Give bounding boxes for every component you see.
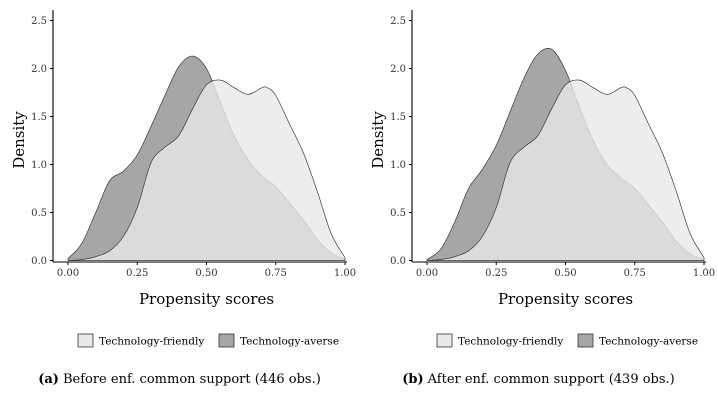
legend-a: Technology-friendly Technology-averse: [77, 333, 339, 348]
caption-tag-a: (a): [38, 372, 59, 387]
y-tick-label-b: 2.5: [390, 16, 406, 27]
x-axis-title-b: Propensity scores: [498, 290, 633, 308]
x-tick-label-b: 0.00: [416, 268, 438, 279]
y-tick-label-a: 2.5: [31, 16, 47, 27]
x-tick-label-a: 0.00: [57, 268, 79, 279]
caption-text-b: After enf. common support (439 obs.): [427, 372, 675, 387]
x-tick-label-a: 0.50: [195, 268, 217, 279]
chart-panel-b: 0.0 0.5 1.0 1.5 2.0 2.5 0.00 0.25 0.50 0.75 1.00 Pr…: [359, 0, 718, 394]
density-area-technology-friendly-a: [67, 79, 346, 261]
legend-swatch-technology-averse-a: [218, 333, 235, 348]
x-tick-label-b: 0.50: [554, 268, 576, 279]
legend-label-technology-averse-b: Technology-averse: [599, 336, 698, 348]
y-tick-label-a: 2.0: [31, 64, 47, 75]
caption-tag-b: (b): [402, 372, 424, 387]
density-area-technology-friendly-b: [426, 79, 705, 261]
y-tick-label-a: 1.5: [31, 112, 47, 123]
legend-b: Technology-friendly Technology-averse: [436, 333, 698, 348]
y-tick-label-b: 0.5: [390, 208, 406, 219]
legend-swatch-technology-friendly-a: [77, 333, 94, 348]
y-axis-title-b: Density: [369, 111, 387, 169]
x-tick-label-b: 0.25: [485, 268, 507, 279]
y-tick-label-a: 0.5: [31, 208, 47, 219]
x-tick-label-a: 0.75: [265, 268, 287, 279]
caption-a: (a) Before enf. common support (446 obs.): [0, 372, 359, 387]
legend-swatch-technology-averse-b: [577, 333, 594, 348]
x-axis-title-a: Propensity scores: [139, 290, 274, 308]
y-tick-label-b: 1.5: [390, 112, 406, 123]
legend-swatch-technology-friendly-b: [436, 333, 453, 348]
legend-label-technology-averse-a: Technology-averse: [240, 336, 339, 348]
density-chart-a: 0.0 0.5 1.0 1.5 2.0 2.5 0.00 0.25 0.50 0.75 1.00 Pr…: [10, 10, 356, 348]
y-tick-label-a: 1.0: [31, 160, 47, 171]
density-chart-b: 0.0 0.5 1.0 1.5 2.0 2.5 0.00 0.25 0.50 0.75 1.00 Pr…: [369, 10, 715, 348]
y-tick-label-b: 0.0: [390, 256, 406, 267]
legend-label-technology-friendly-a: Technology-friendly: [99, 336, 204, 348]
x-tick-label-b: 0.75: [624, 268, 646, 279]
caption-text-a: Before enf. common support (446 obs.): [62, 372, 321, 387]
y-tick-label-b: 1.0: [390, 160, 406, 171]
y-tick-label-a: 0.0: [31, 256, 47, 267]
y-axis-title-a: Density: [10, 111, 28, 169]
x-tick-label-a: 0.25: [126, 268, 148, 279]
legend-label-technology-friendly-b: Technology-friendly: [458, 336, 563, 348]
caption-b: (b) After enf. common support (439 obs.): [359, 372, 718, 387]
y-tick-label-b: 2.0: [390, 64, 406, 75]
chart-panel-a: 0.0 0.5 1.0 1.5 2.0 2.5 0.00 0.25 0.50 0.75 1.00 Pr…: [0, 10, 359, 387]
x-tick-label-a: 1.00: [334, 268, 356, 279]
x-tick-label-b: 1.00: [693, 268, 715, 279]
